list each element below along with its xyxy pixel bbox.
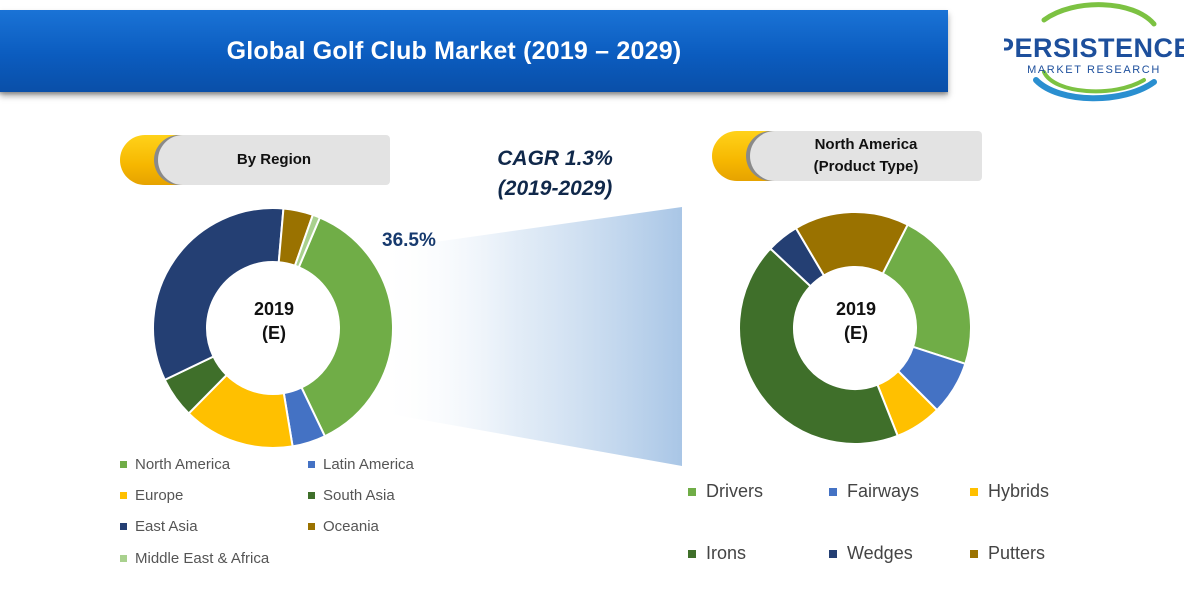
legend-item-oceania: Oceania [308,518,379,535]
legend-label: North America [135,456,231,473]
region-center-year: 2019 [253,299,295,319]
logo-swoosh-top [1041,2,1157,27]
legend-label: Wedges [847,543,913,563]
product-center-estimate: (E) [844,323,868,344]
legend-label: East Asia [135,518,198,535]
legend-item-middle-east-africa: Middle East & Africa [120,550,269,567]
legend-item-east-asia: East Asia [120,518,198,535]
legend-label: Middle East & Africa [135,550,270,567]
legend-swatch [688,487,696,496]
slice-drivers [881,223,972,366]
logo-word-persistence: PERSISTENCE [1004,33,1184,63]
page-title: Global Golf Club Market (2019 – 2029) [226,36,682,65]
north-america-share-label: 36.5% [382,230,436,251]
cagr-label: CAGR 1.3% (2019-2029) [440,144,670,205]
product-center-year: 2019 [835,299,877,319]
logo-word-market-research: MARKET RESEARCH [1027,64,1161,76]
product-center-label: 2019 (E) [811,297,901,346]
legend-item-south-asia: South Asia [308,487,395,504]
logo-swoosh-bottom [1033,77,1157,102]
legend-swatch [688,549,696,558]
pill-region-text: By Region [158,135,390,185]
legend-label: Europe [135,487,184,504]
slice-middle-east-and-africa [293,213,322,269]
legend-label: Putters [988,543,1046,563]
legend-swatch [970,549,978,558]
slice-irons [738,247,900,445]
region-center-label: 2019 (E) [229,297,319,346]
legend-swatch [308,523,315,530]
legend-item-putters: Putters [970,543,1045,564]
legend-swatch [970,487,978,496]
legend-swatch [120,555,127,562]
region-donut [152,207,394,449]
legend-swatch [829,549,837,558]
legend-item-irons: Irons [688,543,746,564]
pill-na-text: North America (Product Type) [750,131,982,181]
slice-east-asia [152,207,285,382]
legend-label: Drivers [706,481,763,501]
legend-label: Latin America [323,456,414,473]
legend-label: Fairways [847,481,920,501]
legend-item-hybrids: Hybrids [970,481,1049,502]
legend-label: Hybrids [988,481,1050,501]
product-donut [738,211,972,445]
legend-swatch [308,492,315,499]
by-region-label: By Region [120,135,390,185]
legend-swatch [120,523,127,530]
legend-item-wedges: Wedges [829,543,913,564]
cagr-period: (2019-2029) [497,177,613,201]
legend-swatch [120,461,127,468]
pill-na-line1: North America [814,136,918,154]
legend-swatch [829,487,837,496]
cagr-value: CAGR 1.3% [497,147,613,170]
north-america-product-label: North America (Product Type) [712,131,982,181]
title-banner: Global Golf Club Market (2019 – 2029) [0,10,948,92]
legend-label: South Asia [323,487,395,504]
pill-na-line2: (Product Type) [813,158,919,175]
persistence-logo: PERSISTENCE MARKET RESEARCH [1004,2,1184,102]
title-banner-shadow [0,92,948,96]
legend-swatch [120,492,127,499]
legend-label: Oceania [323,518,379,535]
legend-item-north-america: North America [120,456,230,473]
zoom-beam [378,207,682,466]
legend-item-fairways: Fairways [829,481,919,502]
legend-swatch [308,461,315,468]
slice-north-america [297,216,394,438]
region-center-estimate: (E) [262,323,286,344]
legend-label: Irons [706,543,747,563]
legend-item-latin-america: Latin America [308,456,414,473]
legend-item-europe: Europe [120,487,183,504]
slice-putters [794,211,910,277]
legend-item-drivers: Drivers [688,481,763,502]
logo-swoosh-green [1042,70,1146,94]
